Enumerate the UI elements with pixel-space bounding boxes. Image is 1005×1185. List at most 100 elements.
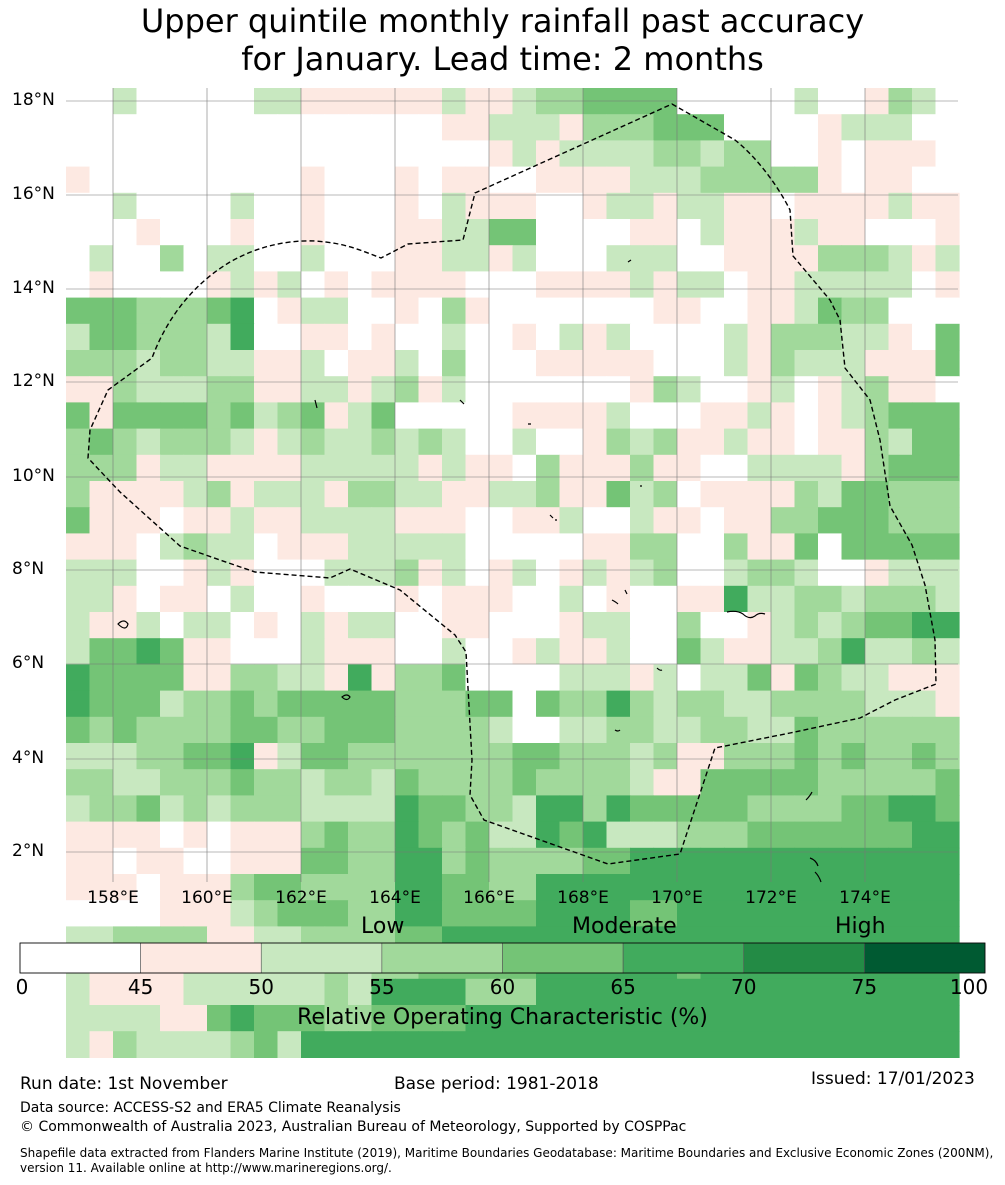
grid-cell bbox=[771, 323, 796, 351]
grid-cell bbox=[465, 114, 490, 141]
grid-cell bbox=[254, 900, 279, 927]
grid-cell bbox=[371, 612, 396, 639]
grid-cell bbox=[395, 821, 420, 849]
grid-cell bbox=[371, 323, 396, 351]
grid-cell bbox=[418, 88, 443, 115]
grid-cell bbox=[418, 559, 443, 587]
grid-cell bbox=[160, 192, 185, 220]
grid-cell bbox=[794, 533, 819, 561]
grid-cell bbox=[865, 795, 890, 823]
grid-cell bbox=[677, 716, 702, 744]
grid-cell bbox=[630, 821, 655, 849]
grid-cell bbox=[324, 716, 349, 744]
grid-cell bbox=[818, 821, 843, 849]
grid-cell bbox=[865, 271, 890, 299]
grid-cell bbox=[583, 271, 608, 299]
grid-cell bbox=[700, 978, 725, 1006]
grid-cell bbox=[442, 481, 467, 508]
grid-cell bbox=[724, 533, 749, 561]
grid-cell bbox=[395, 428, 420, 456]
grid-cell bbox=[559, 559, 584, 587]
grid-cell bbox=[794, 716, 819, 744]
grid-cell bbox=[301, 88, 326, 115]
grid-cell bbox=[136, 769, 161, 796]
grid-cell bbox=[818, 88, 843, 115]
grid-cell bbox=[912, 874, 937, 901]
grid-cell bbox=[465, 219, 490, 246]
grid-cell bbox=[771, 795, 796, 823]
grid-cell bbox=[324, 114, 349, 141]
grid-cell bbox=[277, 297, 302, 325]
grid-cell bbox=[277, 978, 302, 1006]
grid-cell bbox=[113, 612, 138, 639]
grid-cell bbox=[630, 297, 655, 325]
grid-cell bbox=[301, 533, 326, 561]
grid-cell bbox=[66, 874, 91, 901]
grid-cell bbox=[865, 1031, 890, 1058]
grid-cell bbox=[418, 192, 443, 220]
grid-cell bbox=[935, 140, 960, 168]
grid-cell bbox=[512, 769, 537, 796]
grid-cell bbox=[935, 769, 960, 796]
grid-cell bbox=[371, 219, 396, 246]
grid-cell bbox=[442, 166, 467, 194]
grid-cell bbox=[559, 192, 584, 220]
grid-cell bbox=[277, 743, 302, 770]
grid-cell bbox=[512, 585, 537, 613]
grid-cell bbox=[277, 612, 302, 639]
grid-cell bbox=[771, 690, 796, 718]
grid-cell bbox=[724, 376, 749, 403]
grid-cell bbox=[113, 428, 138, 456]
grid-cell bbox=[606, 323, 631, 351]
grid-cell bbox=[653, 585, 678, 613]
grid-cell bbox=[888, 481, 913, 508]
grid-cell bbox=[465, 88, 490, 115]
issued-date: Issued: 17/01/2023 bbox=[811, 1069, 975, 1089]
grid-cell bbox=[301, 638, 326, 665]
grid-cell bbox=[348, 743, 373, 770]
grid-cell bbox=[183, 978, 208, 1006]
grid-cell bbox=[512, 219, 537, 246]
grid-cell bbox=[841, 795, 866, 823]
grid-cell bbox=[630, 271, 655, 299]
grid-cell bbox=[465, 638, 490, 665]
grid-cell bbox=[677, 376, 702, 403]
grid-cell bbox=[912, 166, 937, 194]
grid-cell bbox=[371, 402, 396, 430]
grid-cell bbox=[559, 664, 584, 692]
grid-cell bbox=[794, 769, 819, 796]
grid-cell bbox=[865, 166, 890, 194]
grid-cell bbox=[653, 376, 678, 403]
grid-cell bbox=[277, 769, 302, 796]
grid-cell bbox=[183, 402, 208, 430]
grid-cell bbox=[536, 297, 561, 325]
colorbar-bin bbox=[743, 942, 865, 974]
grid-cell bbox=[442, 245, 467, 272]
grid-cell bbox=[865, 716, 890, 744]
grid-cell bbox=[935, 271, 960, 299]
grid-cell bbox=[559, 402, 584, 430]
grid-cell bbox=[66, 716, 91, 744]
grid-cell bbox=[324, 638, 349, 665]
grid-cell bbox=[771, 245, 796, 272]
grid-cell bbox=[677, 769, 702, 796]
island bbox=[805, 791, 822, 883]
grid-cell bbox=[818, 323, 843, 351]
grid-cell bbox=[724, 271, 749, 299]
grid-cell bbox=[559, 166, 584, 194]
grid-cell bbox=[653, 769, 678, 796]
grid-cell bbox=[794, 192, 819, 220]
grid-cell bbox=[371, 192, 396, 220]
grid-cell bbox=[301, 743, 326, 770]
grid-cell bbox=[536, 612, 561, 639]
grid-cell bbox=[207, 664, 232, 692]
grid-cell bbox=[160, 323, 185, 351]
grid-cell bbox=[794, 245, 819, 272]
grid-cell bbox=[583, 743, 608, 770]
grid-cell bbox=[559, 769, 584, 796]
grid-cell bbox=[418, 376, 443, 403]
grid-cell bbox=[136, 428, 161, 456]
grid-cell bbox=[371, 297, 396, 325]
grid-cell bbox=[230, 638, 255, 665]
grid-cell bbox=[254, 376, 279, 403]
